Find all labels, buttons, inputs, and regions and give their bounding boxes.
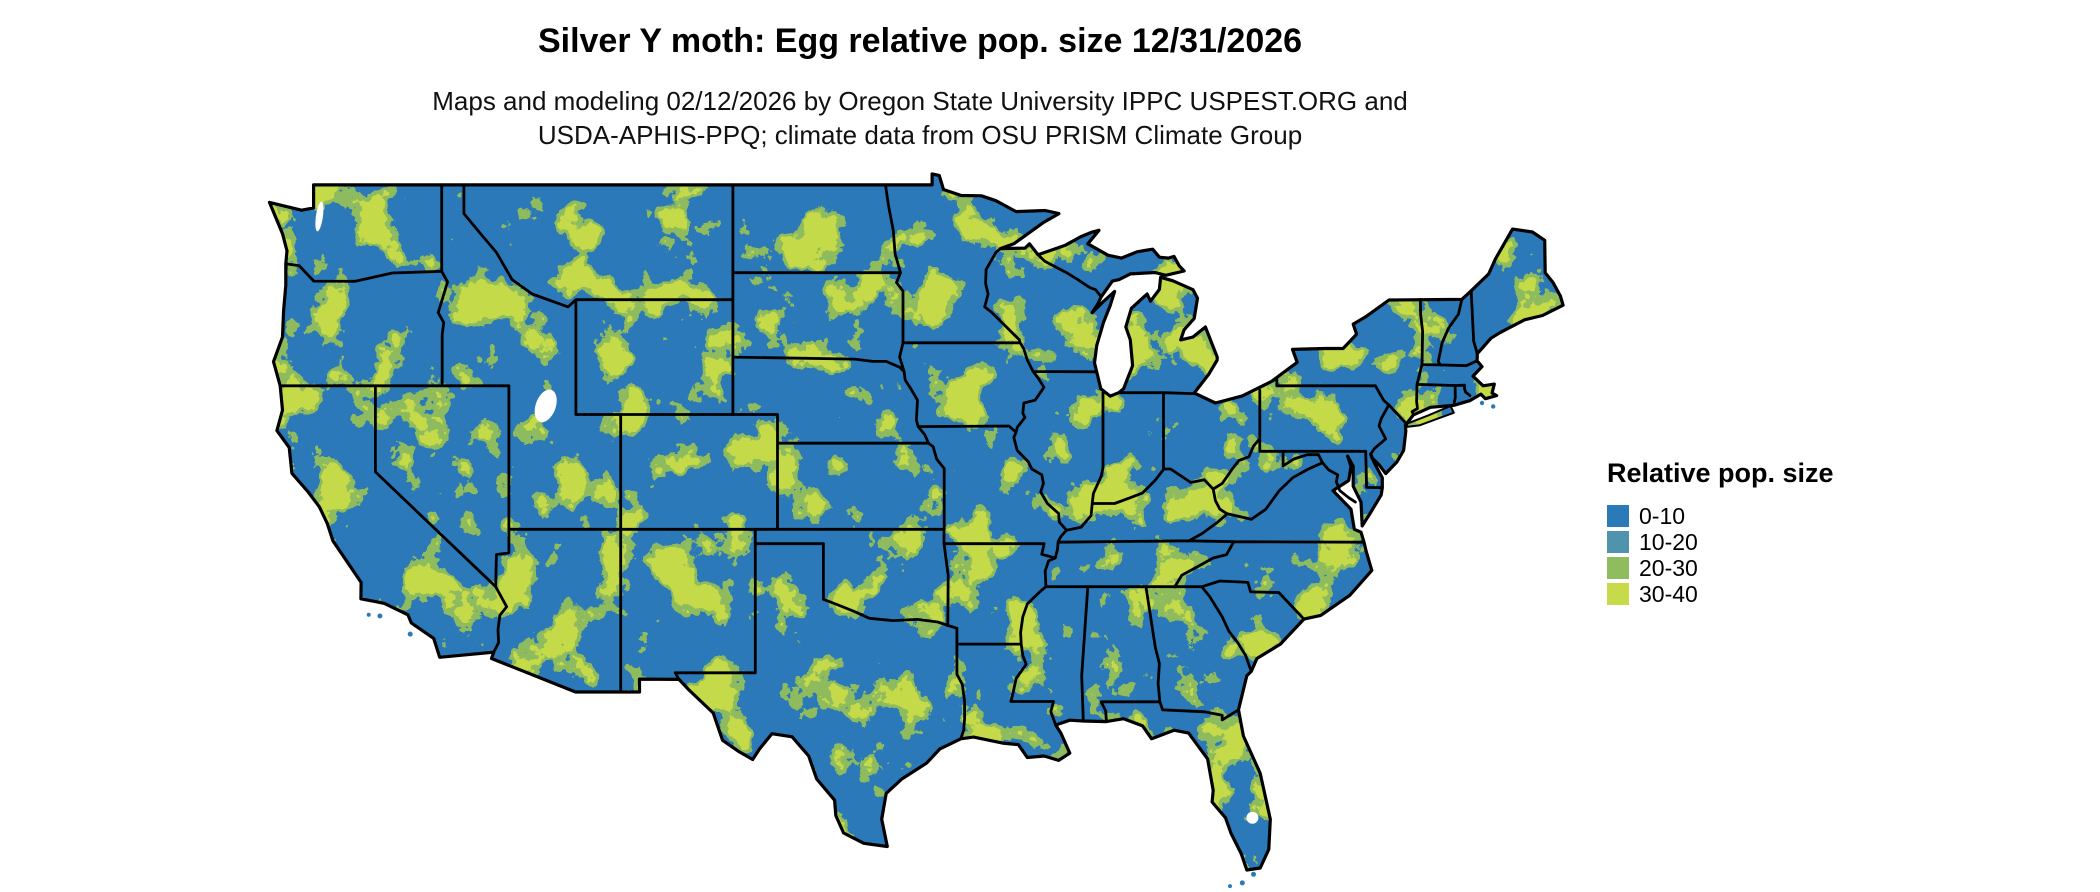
puget-sound [315,201,324,232]
legend-item: 30-40 [1607,581,1834,607]
legend-title: Relative pop. size [1607,458,1834,488]
legend-label: 20-30 [1639,554,1698,581]
great-salt-lake [534,389,557,423]
subtitle-line-1: Maps and modeling 02/12/2026 by Oregon S… [432,86,1408,116]
figure-subtitle: Maps and modeling 02/12/2026 by Oregon S… [0,84,1840,152]
national-border [267,172,1565,872]
legend-label: 10-20 [1639,528,1698,555]
small-island [1251,871,1256,877]
small-island [407,631,413,637]
small-island [1491,404,1496,409]
us-map-svg [267,172,1565,889]
legend-swatch [1607,505,1629,527]
long-island-border [1406,404,1455,428]
legend-swatch [1607,557,1629,579]
legend-item: 0-10 [1607,503,1834,529]
lake-okeechobee [1246,811,1259,824]
legend-swatch [1607,531,1629,553]
small-island [1228,884,1232,889]
legend: Relative pop. size 0-10 10-20 20-30 30-40 [1607,458,1834,607]
legend-item: 10-20 [1607,529,1834,555]
small-island [1239,880,1245,886]
us-map [250,172,1570,892]
small-island [377,613,383,619]
state-borders [278,183,1479,741]
subtitle-line-2: USDA-APHIS-PPQ; climate data from OSU PR… [537,120,1303,150]
legend-item: 20-30 [1607,555,1834,581]
small-island [366,612,371,617]
legend-items: 0-10 10-20 20-30 30-40 [1607,503,1834,607]
figure-title: Silver Y moth: Egg relative pop. size 12… [537,22,1303,60]
legend-swatch [1607,583,1629,605]
legend-label: 30-40 [1639,580,1698,607]
legend-label: 0-10 [1639,502,1686,529]
small-island [1479,400,1485,406]
